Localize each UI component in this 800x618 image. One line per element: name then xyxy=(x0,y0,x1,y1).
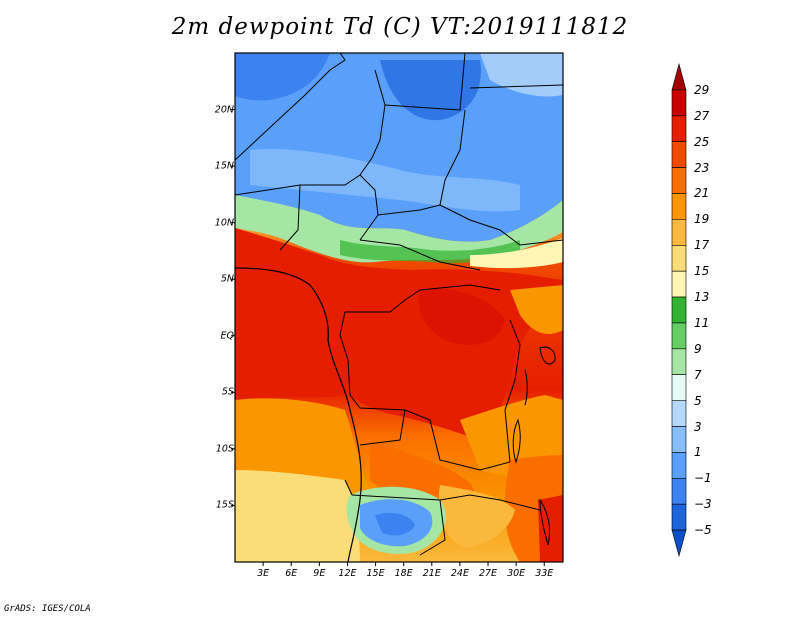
colorbar-swatch xyxy=(671,426,687,453)
colorbar-swatch xyxy=(671,452,687,479)
colorbar-label: 7 xyxy=(694,367,702,382)
lat-label: 15N xyxy=(214,160,234,172)
colorbar-swatch xyxy=(671,400,687,427)
lat-label: 20N xyxy=(214,104,234,116)
dewpoint-field xyxy=(235,53,563,562)
colorbar-label: 27 xyxy=(694,108,710,123)
lat-label: 5N xyxy=(220,273,234,285)
colorbar-swatch xyxy=(671,115,687,142)
credit-text: GrADS: IGES/COLA xyxy=(4,604,91,614)
lon-label: 18E xyxy=(394,568,413,579)
lat-label: 5S xyxy=(221,386,234,398)
lon-label: 30E xyxy=(507,568,526,579)
colorbar-label: −1 xyxy=(694,471,712,486)
lat-label: 10S xyxy=(215,443,234,455)
lon-label: 12E xyxy=(338,568,357,579)
colorbar-swatch xyxy=(671,503,687,531)
lon-label: 27E xyxy=(478,568,498,579)
colorbar-swatch xyxy=(671,322,687,350)
map-frame xyxy=(234,52,564,563)
colorbar-swatch xyxy=(671,529,687,558)
colorbar-label: 17 xyxy=(694,238,710,253)
colorbar-label: 25 xyxy=(694,134,710,149)
lon-label: 24E xyxy=(450,568,469,579)
colorbar-swatch xyxy=(671,348,687,376)
colorbar-swatch xyxy=(671,296,687,324)
colorbar-swatch xyxy=(671,89,687,117)
colorbar-label: 3 xyxy=(694,419,702,434)
chart-title: 2m dewpoint Td (C) VT:2019111812 xyxy=(171,14,629,40)
colorbar-label: 29 xyxy=(694,82,710,97)
colorbar-swatch xyxy=(671,167,687,194)
lon-label: 9E xyxy=(313,568,326,579)
colorbar-swatch xyxy=(671,270,687,298)
colorbar-label: 21 xyxy=(694,186,710,201)
lon-label: 21E xyxy=(422,568,441,579)
colorbar xyxy=(671,62,687,558)
lon-label: 6E xyxy=(285,568,298,579)
lat-label: 15S xyxy=(215,499,234,511)
colorbar-swatch xyxy=(671,219,687,246)
lat-label: EQ xyxy=(220,330,234,342)
colorbar-label: −3 xyxy=(694,497,712,512)
colorbar-label: 5 xyxy=(694,393,702,408)
lon-label: 33E xyxy=(535,568,554,579)
colorbar-swatch xyxy=(671,193,687,220)
colorbar-label: −5 xyxy=(694,523,712,538)
colorbar-label: 23 xyxy=(694,160,710,175)
colorbar-label: 1 xyxy=(694,445,702,460)
lon-label: 3E xyxy=(257,568,270,579)
colorbar-label: 13 xyxy=(694,290,710,305)
colorbar-swatch xyxy=(671,374,687,401)
colorbar-swatch xyxy=(671,62,687,91)
lat-label: 10N xyxy=(214,217,234,229)
colorbar-label: 9 xyxy=(694,341,702,356)
colorbar-label: 11 xyxy=(694,315,710,330)
lon-label: 15E xyxy=(366,568,385,579)
colorbar-label: 15 xyxy=(694,264,710,279)
colorbar-swatch xyxy=(671,244,687,272)
colorbar-label: 19 xyxy=(694,212,710,227)
colorbar-swatch xyxy=(671,141,687,168)
colorbar-swatch xyxy=(671,478,687,505)
